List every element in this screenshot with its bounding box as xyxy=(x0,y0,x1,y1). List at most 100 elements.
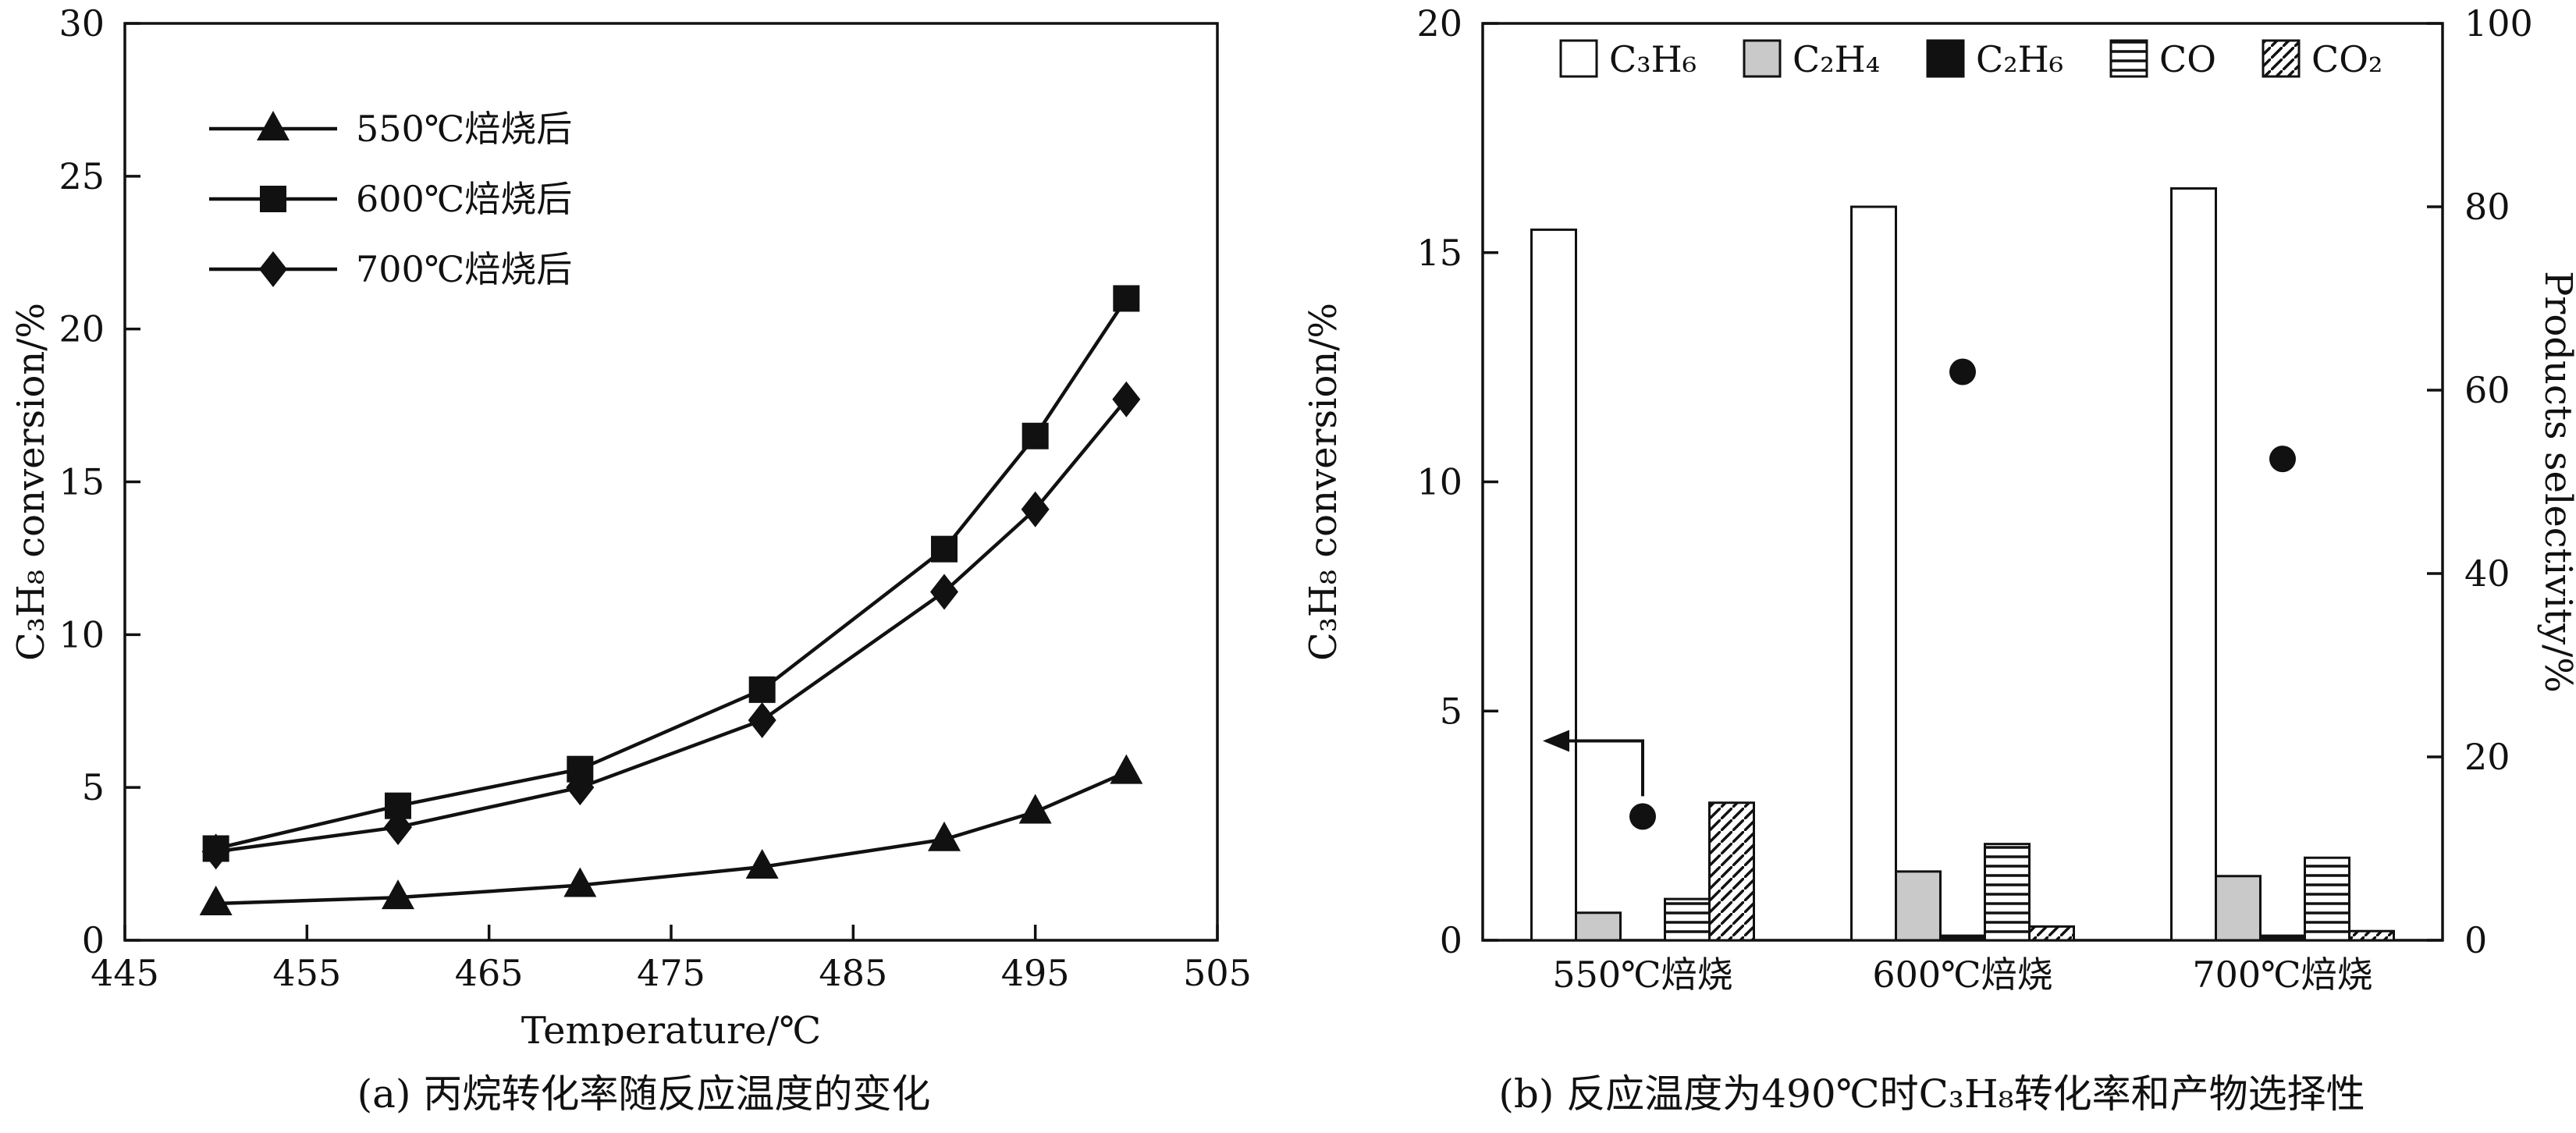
category-label: 550℃焙烧 xyxy=(1552,954,1732,996)
bar-C₂H₄-1 xyxy=(1895,870,1942,942)
y-tick-label: 5 xyxy=(82,766,105,808)
panel-b: 0 5 10 15 20 0 20 40 60 80 100 C₃H₈ conversion/% Pro… xyxy=(1288,0,2576,1133)
data-point-square xyxy=(748,676,776,703)
right-tick-label: 80 xyxy=(2464,186,2510,228)
plot-border xyxy=(1481,22,2444,942)
data-point-triangle xyxy=(1110,754,1143,784)
bar-C₃H₆-1 xyxy=(1850,205,1897,942)
data-point-triangle xyxy=(199,886,233,915)
data-point-triangle xyxy=(563,867,597,897)
legend-item: 600℃焙烧后 xyxy=(209,178,572,220)
conversion-point xyxy=(1629,803,1656,830)
legend-item: 550℃焙烧后 xyxy=(209,108,572,150)
bar-CO-1 xyxy=(1984,843,2031,942)
legend-triangle-icon xyxy=(257,111,290,140)
legend-item: C₃H₆ xyxy=(1559,38,1697,80)
legend-item: C₂H₆ xyxy=(1926,38,2063,80)
bar-C₂H₄-0 xyxy=(1575,911,1622,942)
left-tick-label: 15 xyxy=(1416,232,1462,274)
legend-swatch-icon xyxy=(2109,39,2148,78)
x-axis-label: Temperature/℃ xyxy=(521,1009,821,1046)
left-tick-label: 0 xyxy=(1440,919,1462,961)
data-point-triangle xyxy=(928,821,961,851)
legend-label: 700℃焙烧后 xyxy=(356,248,572,290)
bar-CO-2 xyxy=(2304,856,2350,942)
legend-label: 550℃焙烧后 xyxy=(356,108,572,150)
right-tick-label: 20 xyxy=(2464,736,2510,778)
y-tick-label: 10 xyxy=(59,613,105,655)
x-tick-label: 485 xyxy=(819,952,887,994)
panel-a-caption: (a) 丙烷转化率随反应温度的变化 xyxy=(357,1071,931,1117)
bar-CO₂-1 xyxy=(2028,925,2075,942)
legend-square-icon xyxy=(260,186,286,212)
panel-a: 445 455 465 475 485 495 505 0 5 10 15 20 25 30 Tempera… xyxy=(9,2,1252,1117)
legend-label: C₂H₄ xyxy=(1793,38,1880,80)
bar-CO-0 xyxy=(1664,897,1711,942)
legend-item: CO xyxy=(2109,38,2216,80)
legend-swatch-icon xyxy=(1559,39,1598,78)
left-axis-arrowhead-icon xyxy=(1543,730,1569,752)
y-axis-label: C₃H₈ conversion/% xyxy=(9,303,53,661)
panel-b-caption: (b) 反应温度为490℃时C₃H₈转化率和产物选择性 xyxy=(1498,1071,2365,1117)
legend-item: C₂H₄ xyxy=(1743,38,1880,80)
data-point-diamond xyxy=(384,809,412,846)
legend-item: CO₂ xyxy=(2262,38,2382,80)
x-tick-label: 495 xyxy=(1001,952,1070,994)
legend-swatch-icon xyxy=(1926,39,1965,78)
data-point-diamond xyxy=(748,702,776,738)
bar-C₂H₆-1 xyxy=(1939,934,1986,942)
data-point-diamond xyxy=(1021,491,1050,527)
bar-CO₂-0 xyxy=(1708,801,1755,942)
y-tick-label: 25 xyxy=(59,155,105,197)
right-tick-label: 100 xyxy=(2464,2,2533,44)
x-tick-label: 505 xyxy=(1183,952,1252,994)
legend-swatch-icon xyxy=(1743,39,1782,78)
x-tick-label: 465 xyxy=(455,952,524,994)
bar-C₃H₆-0 xyxy=(1530,228,1577,942)
category-label: 600℃焙烧 xyxy=(1872,954,2052,996)
data-point-square xyxy=(1113,285,1140,312)
series-line-2 xyxy=(215,398,1128,854)
x-tick-label: 445 xyxy=(91,952,159,994)
data-point-triangle xyxy=(745,849,779,879)
legend-diamond-icon xyxy=(259,251,287,287)
x-tick-label: 475 xyxy=(637,952,705,994)
panel-a-chart: 445 455 465 475 485 495 505051015202530Tempera… xyxy=(9,2,1252,1046)
y-tick-label: 15 xyxy=(59,461,105,503)
left-axis-arrow xyxy=(1565,739,1644,797)
left-axis-label: C₃H₈ conversion/% xyxy=(1302,303,1345,661)
bar-CO₂-2 xyxy=(2348,929,2395,942)
bar-C₂H₄-2 xyxy=(2215,875,2262,942)
bar-C₃H₆-2 xyxy=(2170,187,2217,942)
legend-label: CO₂ xyxy=(2311,38,2382,80)
conversion-point xyxy=(1949,358,1976,385)
data-point-diamond xyxy=(1112,381,1141,417)
right-tick-label: 40 xyxy=(2464,552,2510,595)
series-line-0 xyxy=(215,770,1128,906)
right-axis-label: Products selectivity/% xyxy=(2536,271,2576,693)
left-tick-label: 10 xyxy=(1416,461,1462,503)
right-tick-label: 60 xyxy=(2464,369,2510,411)
legend-label: C₂H₆ xyxy=(1976,38,2063,80)
data-point-triangle xyxy=(1018,794,1052,824)
data-point-triangle xyxy=(382,879,414,910)
left-tick-label: 20 xyxy=(1416,2,1462,44)
y-tick-label: 30 xyxy=(59,2,105,44)
legend-label: CO xyxy=(2159,38,2216,80)
data-point-diamond xyxy=(201,833,230,870)
data-point-square xyxy=(1022,422,1049,449)
legend-swatch-icon xyxy=(2262,39,2301,78)
y-tick-label: 0 xyxy=(82,919,105,961)
category-label: 700℃焙烧 xyxy=(2192,954,2372,996)
x-tick-label: 455 xyxy=(272,952,341,994)
data-point-square xyxy=(931,535,958,563)
data-point-diamond xyxy=(930,574,958,610)
data-point-diamond xyxy=(566,769,595,806)
right-tick-label: 0 xyxy=(2464,919,2487,961)
left-tick-label: 5 xyxy=(1440,690,1462,732)
series-line-1 xyxy=(215,297,1128,851)
y-tick-label: 20 xyxy=(59,308,105,350)
legend-label: 600℃焙烧后 xyxy=(356,178,572,220)
bar-C₂H₆-2 xyxy=(2259,934,2306,942)
